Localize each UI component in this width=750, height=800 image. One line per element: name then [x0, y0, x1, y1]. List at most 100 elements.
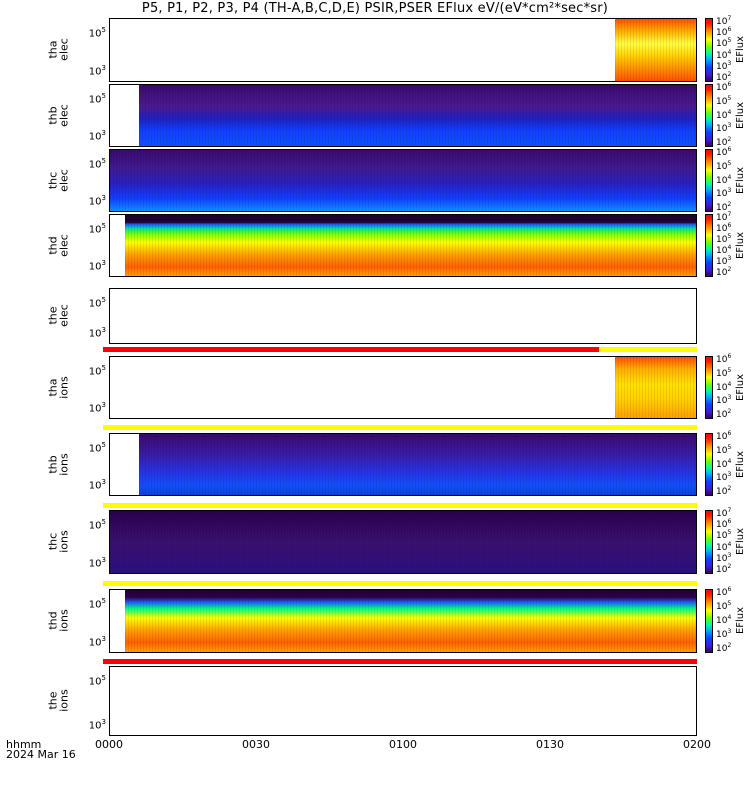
colorbar-tha-elec — [705, 18, 713, 82]
spectrogram-texture — [139, 434, 696, 495]
cbar-unit-thd-ions: EFlux — [735, 606, 747, 635]
ytick-tha-ions-0: 105 — [88, 364, 106, 378]
cbar-tick-tha-elec-2: 105 — [716, 37, 732, 50]
cbar-tick-thb-elec-1: 105 — [716, 94, 732, 107]
cbar-tick-thd-ions-2: 104 — [716, 614, 732, 626]
spectrogram-texture — [139, 85, 696, 146]
panel-thc-ions — [109, 510, 697, 574]
ytick-thb-ions-0: 105 — [88, 441, 106, 455]
cbar-unit-tha-elec: EFlux — [735, 35, 747, 64]
ytick-thc-elec-0: 105 — [88, 157, 106, 171]
ytick-the-elec-1: 103 — [88, 326, 106, 340]
cbar-unit-thc-elec: EFlux — [735, 166, 747, 194]
ytick-the-elec-0: 105 — [88, 296, 106, 310]
flag-bar-0 — [103, 347, 697, 352]
ylabel-tha-ions-1: ions — [57, 375, 71, 399]
spectrogram-thb-elec — [139, 85, 696, 146]
cbar-tick-tha-ions-1: 105 — [716, 366, 732, 379]
panel-thb-elec — [109, 84, 697, 147]
cbar-tick-thc-elec-4: 102 — [716, 201, 732, 213]
ylabel-the-elec-1: elec — [57, 304, 71, 327]
ylabel-thb-elec-1: elec — [57, 103, 71, 127]
ytick-thb-ions-1: 103 — [88, 478, 106, 492]
cbar-tick-thc-ions-3: 104 — [716, 540, 732, 553]
cbar-tick-tha-elec-5: 102 — [716, 71, 732, 83]
spectrogram-texture — [124, 590, 696, 652]
cbar-tick-thd-ions-0: 106 — [716, 586, 732, 598]
cbar-tick-tha-ions-3: 103 — [716, 394, 732, 407]
cbar-tick-thd-elec-1: 106 — [716, 222, 732, 234]
cbar-unit-thb-elec: EFlux — [735, 101, 747, 129]
cbar-tick-thb-elec-3: 103 — [716, 122, 732, 135]
colorbar-thd-elec — [705, 214, 713, 277]
cbar-unit-thb-ions: EFlux — [735, 450, 747, 478]
cbar-tick-thd-ions-3: 103 — [716, 628, 732, 640]
ylabel-thd-ions-1: ions — [57, 609, 71, 632]
cbar-tick-thd-elec-2: 105 — [716, 233, 732, 245]
cbar-tick-thb-ions-2: 104 — [716, 457, 732, 470]
panel-tha-ions — [109, 356, 697, 419]
xaxis-label-date: 2024 Mar 16 — [6, 748, 76, 761]
cbar-tick-tha-ions-4: 102 — [716, 408, 732, 420]
cbar-tick-thb-elec-2: 104 — [716, 108, 732, 121]
cbar-tick-thd-ions-4: 102 — [716, 642, 732, 654]
colorbar-thd-ions — [705, 589, 713, 653]
panel-the-elec — [109, 288, 697, 344]
xtick-0200: 0200 — [683, 738, 711, 751]
spectrogram-thd-ions — [124, 590, 696, 652]
cbar-tick-thc-ions-5: 102 — [716, 563, 732, 575]
cbar-tick-tha-elec-1: 106 — [716, 26, 732, 39]
panel-tha-elec — [109, 18, 697, 82]
plot-title: P5, P1, P2, P3, P4 (TH-A,B,C,D,E) PSIR,P… — [141, 1, 609, 16]
cbar-unit-tha-ions: EFlux — [735, 373, 747, 401]
ytick-thb-elec-0: 105 — [88, 92, 106, 106]
panel-thd-elec — [109, 214, 697, 277]
cbar-tick-tha-elec-0: 107 — [716, 15, 732, 27]
cbar-tick-thc-elec-0: 106 — [716, 146, 732, 158]
cbar-tick-thc-ions-4: 103 — [716, 551, 732, 564]
cbar-tick-thb-ions-4: 102 — [716, 485, 732, 497]
spectrogram-tha-ions — [614, 357, 696, 418]
spectrogram-texture — [614, 357, 696, 418]
spectrogram-thb-ions — [139, 434, 696, 495]
panel-thb-ions — [109, 433, 697, 496]
ytick-tha-ions-1: 103 — [88, 401, 106, 415]
cbar-tick-thb-ions-3: 103 — [716, 471, 732, 484]
cbar-tick-thc-elec-1: 105 — [716, 159, 732, 172]
spectrogram-thd-elec — [124, 215, 696, 276]
ytick-tha-elec-0: 105 — [88, 26, 106, 40]
cbar-tick-thc-ions-0: 107 — [716, 507, 732, 519]
cbar-tick-thc-ions-1: 106 — [716, 518, 732, 531]
ylabel-thd-elec-1: elec — [57, 233, 71, 257]
ytick-thd-elec-0: 105 — [88, 222, 106, 236]
cbar-tick-thc-ions-2: 105 — [716, 529, 732, 542]
cbar-tick-tha-elec-3: 104 — [716, 48, 732, 61]
ytick-thc-ions-1: 103 — [88, 556, 106, 570]
cbar-tick-thd-ions-1: 105 — [716, 600, 732, 612]
cbar-tick-tha-elec-4: 103 — [716, 59, 732, 72]
flag-bar-1 — [103, 425, 697, 430]
cbar-tick-tha-ions-0: 106 — [716, 353, 732, 365]
cbar-tick-thd-elec-5: 102 — [716, 266, 732, 278]
xtick-0130: 0130 — [536, 738, 564, 751]
xtick-0000: 0000 — [95, 738, 123, 751]
cbar-tick-tha-ions-2: 104 — [716, 380, 732, 393]
spectrogram-thc-elec — [110, 150, 696, 211]
cbar-tick-thd-elec-4: 103 — [716, 255, 732, 267]
ytick-thd-ions-0: 105 — [88, 597, 106, 611]
flag-bar-4 — [103, 659, 697, 664]
ylabel-thb-ions-1: ions — [57, 452, 71, 476]
spectrogram-texture — [124, 215, 696, 276]
ytick-thc-elec-1: 103 — [88, 194, 106, 208]
xaxis-label-hhmm: hhmm — [6, 738, 42, 751]
ytick-tha-elec-1: 103 — [88, 64, 106, 78]
cbar-tick-thc-elec-3: 103 — [716, 187, 732, 200]
cbar-tick-thb-elec-0: 106 — [716, 81, 732, 93]
cbar-tick-thb-elec-4: 102 — [716, 136, 732, 148]
cbar-tick-thd-elec-0: 107 — [716, 211, 732, 223]
colorbar-tha-ions — [705, 356, 713, 419]
ylabel-tha-elec-1: elec — [57, 38, 71, 61]
panel-thc-elec — [109, 149, 697, 212]
spectrogram-texture — [614, 19, 696, 81]
spectrogram-tha-elec — [614, 19, 696, 81]
